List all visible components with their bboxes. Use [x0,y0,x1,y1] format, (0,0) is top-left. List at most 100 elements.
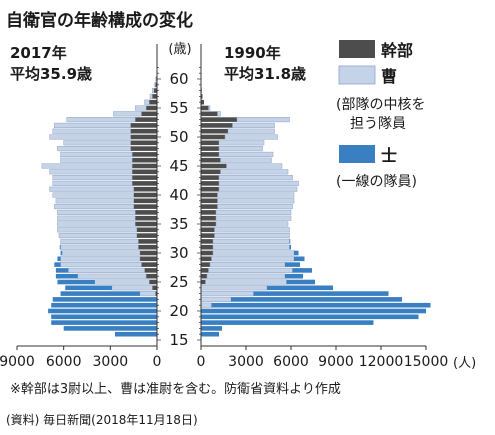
bar-right-kanbu-age-44 [201,169,221,175]
bar-left-so-age-36 [57,215,136,221]
bar-right-kanbu-age-54 [201,111,218,117]
bar-left-shi-age-30 [60,250,63,256]
bar-left-kanbu-age-43 [132,175,157,180]
bar-left-kanbu-age-47 [132,152,157,157]
bar-left-kanbu-age-25 [149,279,157,285]
bar-left-so-age-59 [154,82,156,88]
bar-left-shi-age-31 [59,244,61,250]
bar-right-so-age-39 [217,198,295,204]
legend-swatch-shi [339,145,375,163]
bar-left-kanbu-age-52 [130,123,157,128]
bar-left-kanbu-age-50 [130,134,157,140]
bar-right-kanbu-age-55 [201,105,209,111]
bar-left-kanbu-age-56 [149,99,157,105]
bar-left-so-age-51 [52,128,131,134]
age-tick-45: 45 [169,157,188,175]
bar-right-shi-age-26 [285,273,303,279]
bar-left-shi-age-21 [51,302,157,308]
bar-right-kanbu-age-46 [201,157,221,163]
bar-right-shi-age-31 [289,244,291,250]
age-axis-label: (歳) [168,42,191,57]
legend-note-so-line1: (部隊の中核を [336,97,425,113]
bar-left-so-age-28 [60,262,142,268]
bar-left-shi-age-20 [48,308,157,314]
age-tick-labels: 15 20 25 30 35 40 45 50 55 60 [169,70,188,349]
bar-right-kanbu-age-50 [201,134,225,140]
bar-left-kanbu-age-41 [133,186,157,192]
bar-right-so-age-29 [211,256,295,262]
bar-left-so-age-54 [113,111,142,117]
bar-left-shi-age-19 [51,314,157,320]
footnote: ※幹部は3尉以上、曹は准尉を含む。防衛省資料より作成 [10,381,341,397]
bar-left-so-age-41 [49,186,134,192]
bar-left-so-age-43 [52,175,133,181]
bar-right-kanbu-age-37 [201,210,216,215]
bar-right-shi-age-18 [201,320,374,325]
bar-right-so-age-50 [224,134,278,140]
bar-left-so-age-32 [60,238,139,244]
bar-left-so-age-34 [57,227,138,233]
bar-left-shi-age-28 [54,262,61,267]
bar-right-so-age-36 [215,215,292,221]
bar-left-kanbu-age-57 [152,94,157,99]
right-x-tick-label-3000: 3000 [228,354,264,370]
bar-left-kanbu-age-33 [136,233,157,238]
bar-left-so-age-39 [55,198,134,204]
bar-right-so-age-34 [214,227,290,233]
bar-right-kanbu-age-57 [201,94,203,99]
source-credit: (資料) 毎日新聞(2018年11月18日) [6,412,198,427]
bar-right-so-age-22 [200,296,232,302]
bar-right-shi-age-27 [292,268,312,273]
right-x-tick-label-15000: 15000 [404,354,449,370]
age-tick-35: 35 [169,215,188,233]
bar-right-shi-age-16 [201,331,219,337]
bar-left-kanbu-age-38 [133,204,157,209]
age-tick-40: 40 [169,186,188,204]
bar-left-so-age-29 [60,256,141,262]
bar-right-so-age-28 [209,262,286,268]
bar-right-shi-age-30 [294,250,299,256]
bar-right-shi-age-32 [289,239,291,244]
legend: 幹部 曹 (部隊の中核を 担う隊員 士 (一線の隊員) [336,40,425,190]
bar-left-kanbu-age-40 [133,192,157,198]
left-x-tick-label-6000: 6000 [46,354,82,370]
bar-left-so-age-44 [49,169,133,175]
bar-right-so-age-49 [218,140,265,146]
bar-left-kanbu-age-23 [155,291,157,296]
bar-right-so-age-25 [205,279,287,285]
bar-right-so-age-24 [200,285,268,291]
bar-right-kanbu-age-31 [201,244,213,250]
bar-right-kanbu-age-26 [201,273,207,279]
bar-left-so-age-57 [149,93,153,99]
bar-right-shi-age-24 [267,285,333,291]
age-tick-30: 30 [169,244,188,262]
bar-left-so-age-42 [52,180,133,186]
bar-left-so-age-56 [144,99,150,105]
bar-left-kanbu-age-53 [135,117,157,122]
legend-note-shi: (一線の隊員) [336,174,417,190]
bar-right-so-age-26 [206,273,286,279]
bar-right-kanbu-age-49 [201,140,219,146]
bar-left-kanbu-age-48 [130,146,157,151]
bar-right-kanbu-age-35 [201,221,216,227]
bar-left-kanbu-age-31 [138,244,157,250]
right-x-tick-label-9000: 9000 [318,354,354,370]
bar-left-kanbu-age-55 [146,105,157,111]
bar-left-kanbu-age-30 [139,250,157,256]
bar-right-so-age-33 [214,233,290,239]
bar-left-kanbu-age-24 [152,285,157,291]
bar-left-shi-age-17 [63,326,157,331]
bar-left-so-age-31 [60,244,139,250]
bar-left-shi-age-16 [115,331,157,337]
bar-right-so-age-47 [218,151,274,157]
bar-right-so-age-45 [226,163,283,169]
left-x-tick-label-9000: 9000 [0,354,35,370]
legend-swatch-kanbu [339,40,375,58]
bar-right-so-age-52 [232,122,275,128]
right-x-tick-label-12000: 12000 [359,354,404,370]
bar-left-kanbu-age-51 [130,128,157,134]
bar-right-kanbu-age-38 [201,204,218,209]
bar-right-so-age-51 [227,128,275,134]
bar-left-so-age-47 [60,151,133,157]
